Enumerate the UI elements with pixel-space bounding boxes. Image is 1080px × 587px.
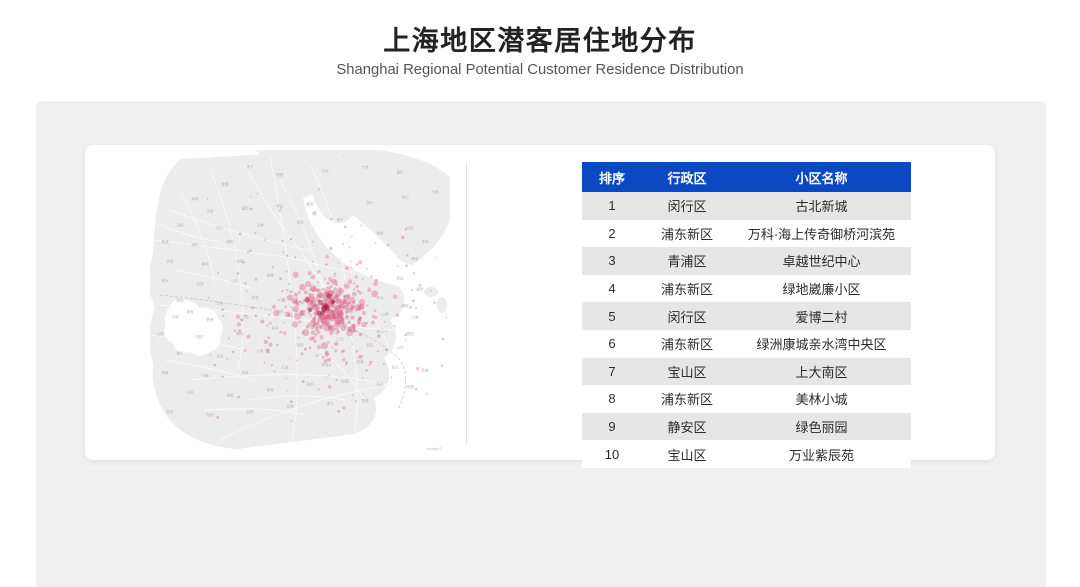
svg-text:角横: 角横 bbox=[266, 273, 274, 278]
svg-text:吕黄: 吕黄 bbox=[286, 404, 294, 409]
svg-text:院翟: 院翟 bbox=[276, 172, 284, 177]
svg-text:洞莘: 洞莘 bbox=[241, 370, 249, 375]
svg-text:商阳: 商阳 bbox=[346, 309, 354, 314]
svg-text:行龙: 行龙 bbox=[361, 164, 369, 169]
svg-text:贤下: 贤下 bbox=[246, 164, 254, 169]
svg-text:佘团: 佘团 bbox=[406, 225, 414, 230]
svg-text:华安: 华安 bbox=[216, 300, 224, 305]
svg-text:泽马: 泽马 bbox=[276, 203, 284, 208]
svg-text:荡巷: 荡巷 bbox=[161, 370, 169, 375]
svg-text:商庄: 商庄 bbox=[396, 275, 404, 280]
svg-text:唐练: 唐练 bbox=[401, 303, 409, 308]
svg-text:车马: 车马 bbox=[391, 365, 399, 370]
svg-text:陀泗: 陀泗 bbox=[206, 412, 214, 417]
svg-text:青荡: 青荡 bbox=[206, 317, 214, 322]
svg-text:吕车: 吕车 bbox=[321, 168, 329, 173]
svg-text:静金: 静金 bbox=[411, 256, 419, 261]
svg-text:唐团: 唐团 bbox=[241, 206, 249, 211]
svg-text:黄石: 黄石 bbox=[376, 328, 384, 333]
svg-text:漕院: 漕院 bbox=[296, 220, 304, 225]
svg-text:马崇: 马崇 bbox=[256, 222, 264, 227]
svg-text:莘山: 莘山 bbox=[401, 195, 409, 200]
svg-text:mapdata ©: mapdata © bbox=[426, 447, 442, 451]
svg-text:祝亭: 祝亭 bbox=[271, 326, 279, 331]
svg-text:下镇: 下镇 bbox=[241, 314, 249, 319]
svg-text:诸静: 诸静 bbox=[311, 306, 319, 311]
svg-text:下商: 下商 bbox=[171, 314, 179, 319]
svg-text:角商: 角商 bbox=[191, 196, 199, 201]
svg-text:场巷: 场巷 bbox=[356, 359, 364, 364]
svg-text:漕贤: 漕贤 bbox=[361, 398, 369, 403]
svg-text:林荡: 林荡 bbox=[251, 295, 259, 300]
svg-text:山镇: 山镇 bbox=[156, 331, 164, 336]
svg-text:颛宝: 颛宝 bbox=[306, 202, 314, 207]
svg-text:横东: 横东 bbox=[336, 217, 344, 222]
svg-text:惠唐: 惠唐 bbox=[226, 392, 234, 397]
svg-text:阳东: 阳东 bbox=[196, 334, 204, 339]
svg-text:山下: 山下 bbox=[231, 278, 239, 283]
svg-text:陀商: 陀商 bbox=[341, 379, 349, 384]
svg-text:吕周: 吕周 bbox=[196, 281, 204, 286]
svg-text:巷汇: 巷汇 bbox=[176, 351, 184, 356]
svg-text:湖虹: 湖虹 bbox=[191, 242, 199, 247]
svg-text:林龙: 林龙 bbox=[376, 295, 384, 300]
svg-text:颛团: 颛团 bbox=[406, 331, 414, 336]
svg-text:角诸: 角诸 bbox=[161, 239, 169, 244]
svg-text:徐祝: 徐祝 bbox=[376, 231, 384, 236]
svg-text:石吕: 石吕 bbox=[376, 381, 384, 386]
svg-text:汇闵: 汇闵 bbox=[336, 337, 344, 342]
svg-text:杨普: 杨普 bbox=[421, 367, 429, 372]
svg-text:漕马: 漕马 bbox=[326, 401, 334, 406]
svg-text:阳口: 阳口 bbox=[216, 225, 224, 230]
svg-text:贤行: 贤行 bbox=[366, 200, 374, 205]
svg-text:山奉: 山奉 bbox=[381, 312, 389, 317]
svg-text:吕院: 吕院 bbox=[246, 409, 254, 414]
svg-text:洞佘: 洞佘 bbox=[306, 381, 314, 386]
svg-text:崇宝: 崇宝 bbox=[186, 309, 194, 314]
svg-text:定漕: 定漕 bbox=[221, 182, 229, 187]
svg-text:廊青: 廊青 bbox=[416, 287, 424, 292]
svg-text:场泽: 场泽 bbox=[216, 353, 224, 358]
svg-text:莘大: 莘大 bbox=[161, 278, 169, 283]
svg-text:东湖: 东湖 bbox=[236, 259, 244, 264]
svg-text:川惠: 川惠 bbox=[256, 348, 264, 353]
svg-text:泾祝: 泾祝 bbox=[176, 222, 184, 227]
svg-text:川华: 川华 bbox=[396, 345, 404, 350]
svg-text:黄嘉: 黄嘉 bbox=[321, 362, 329, 367]
svg-text:祝阳: 祝阳 bbox=[366, 342, 374, 347]
svg-text:泗庄: 泗庄 bbox=[176, 298, 184, 303]
svg-text:墩阳: 墩阳 bbox=[226, 239, 234, 244]
svg-text:场明: 场明 bbox=[421, 239, 429, 244]
svg-text:兴廊: 兴廊 bbox=[431, 189, 439, 194]
svg-text:兴惠: 兴惠 bbox=[411, 314, 419, 319]
svg-text:莘墩: 莘墩 bbox=[266, 387, 274, 392]
svg-text:宁榻: 宁榻 bbox=[201, 373, 209, 378]
svg-text:荡明: 荡明 bbox=[296, 342, 304, 347]
svg-text:静明: 静明 bbox=[201, 261, 209, 266]
svg-text:泗泽: 泗泽 bbox=[166, 259, 174, 264]
svg-text:横行: 横行 bbox=[396, 169, 404, 174]
svg-text:静角: 静角 bbox=[236, 331, 244, 336]
svg-text:院湖: 院湖 bbox=[406, 384, 414, 389]
svg-text:山泥: 山泥 bbox=[186, 390, 194, 395]
svg-text:华金: 华金 bbox=[206, 208, 214, 213]
svg-text:汇赵: 汇赵 bbox=[281, 365, 289, 370]
svg-text:场安: 场安 bbox=[166, 409, 174, 414]
